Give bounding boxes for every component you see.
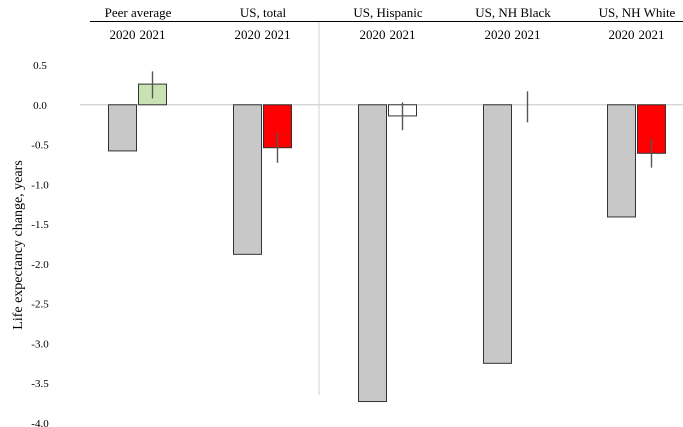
year-label: 2020	[235, 27, 261, 42]
y-tick-label: -4.0	[31, 418, 49, 427]
bar	[483, 104, 512, 364]
group-header: Peer average 2020 2021 US, total 2020 2021 US,…	[90, 5, 683, 395]
y-axis-title: Life expectancy change, years	[11, 160, 26, 329]
y-tick-label: -3.5	[31, 378, 49, 390]
group-label: US, NH Black	[475, 5, 551, 20]
y-tick-label: -3.0	[31, 338, 49, 350]
year-label: 2021	[265, 27, 291, 42]
y-tick-label: 0.5	[33, 60, 47, 72]
year-label: 2021	[140, 27, 166, 42]
bars	[108, 71, 666, 403]
year-label: 2021	[390, 27, 416, 42]
bar	[607, 104, 636, 218]
bar	[233, 104, 262, 255]
year-label: 2020	[609, 27, 635, 42]
y-tick-label: 0.0	[33, 100, 47, 112]
group-label: Peer average	[105, 5, 172, 20]
year-label: 2020	[360, 27, 386, 42]
y-tick-label: -1.5	[31, 219, 49, 231]
y-tick-label: -2.0	[31, 259, 49, 271]
y-tick-label: -2.5	[31, 299, 49, 311]
y-tick-label: -1.0	[31, 179, 49, 191]
group-label: US, NH White	[599, 5, 676, 20]
bar	[358, 104, 387, 403]
y-tick-label: -0.5	[31, 140, 49, 152]
group-label: US, total	[240, 5, 287, 20]
group-label: US, Hispanic	[353, 5, 423, 20]
year-label: 2020	[485, 27, 511, 42]
year-label: 2020	[110, 27, 136, 42]
y-axis: 0.5 0.0 -0.5 -1.0 -1.5 -2.0 -2.5 -3.0 -3.5 -4.0	[31, 60, 683, 427]
bar	[108, 104, 137, 152]
year-label: 2021	[639, 27, 665, 42]
year-label: 2021	[515, 27, 541, 42]
